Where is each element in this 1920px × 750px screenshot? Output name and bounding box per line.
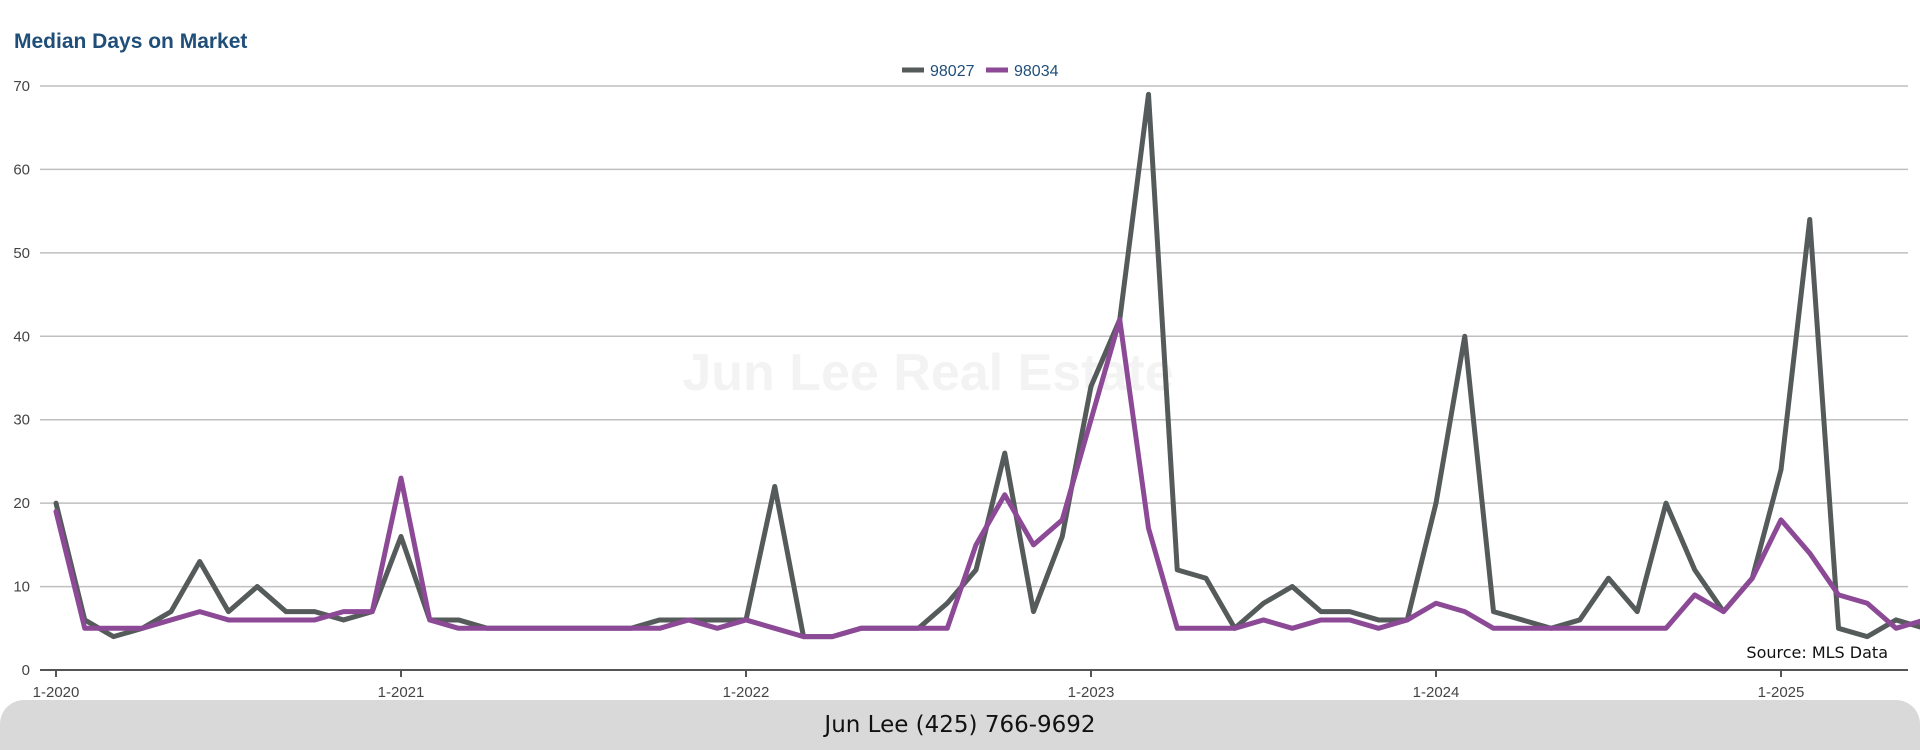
series-line-98034 (53, 317, 1920, 640)
series-lines (53, 91, 1920, 640)
y-tick-label: 30 (13, 412, 30, 429)
y-tick-label: 50 (13, 245, 30, 262)
y-axis-ticks: 0 10 20 30 40 50 60 70 (13, 78, 30, 679)
y-tick-label: 60 (13, 161, 30, 178)
y-tick-label: 20 (13, 495, 30, 512)
footer-bar: Jun Lee (425) 766-9692 (0, 700, 1920, 750)
x-tick-label: 1-2025 (1758, 684, 1805, 700)
y-tick-label: 40 (13, 328, 30, 345)
y-tick-label: 0 (22, 662, 30, 679)
gridlines (40, 85, 1908, 671)
chart-title: Median Days on Market (14, 30, 248, 53)
x-axis-ticks: 1-2020 1-2021 1-2022 1-2023 1-2024 1-2025 (33, 670, 1805, 700)
footer-contact: Jun Lee (425) 766-9692 (824, 712, 1096, 738)
y-tick-label: 70 (13, 78, 30, 95)
x-tick-label: 1-2024 (1413, 684, 1460, 700)
y-tick-label: 10 (13, 579, 30, 596)
x-tick-label: 1-2023 (1068, 684, 1115, 700)
legend-label-98027: 98027 (930, 63, 975, 80)
legend-label-98034: 98034 (1014, 63, 1059, 80)
x-tick-label: 1-2021 (378, 684, 425, 700)
source-note: Source: MLS Data (1746, 643, 1888, 662)
x-tick-label: 1-2020 (33, 684, 80, 700)
x-tick-label: 1-2022 (723, 684, 770, 700)
legend: 98027 98034 (902, 63, 1059, 80)
